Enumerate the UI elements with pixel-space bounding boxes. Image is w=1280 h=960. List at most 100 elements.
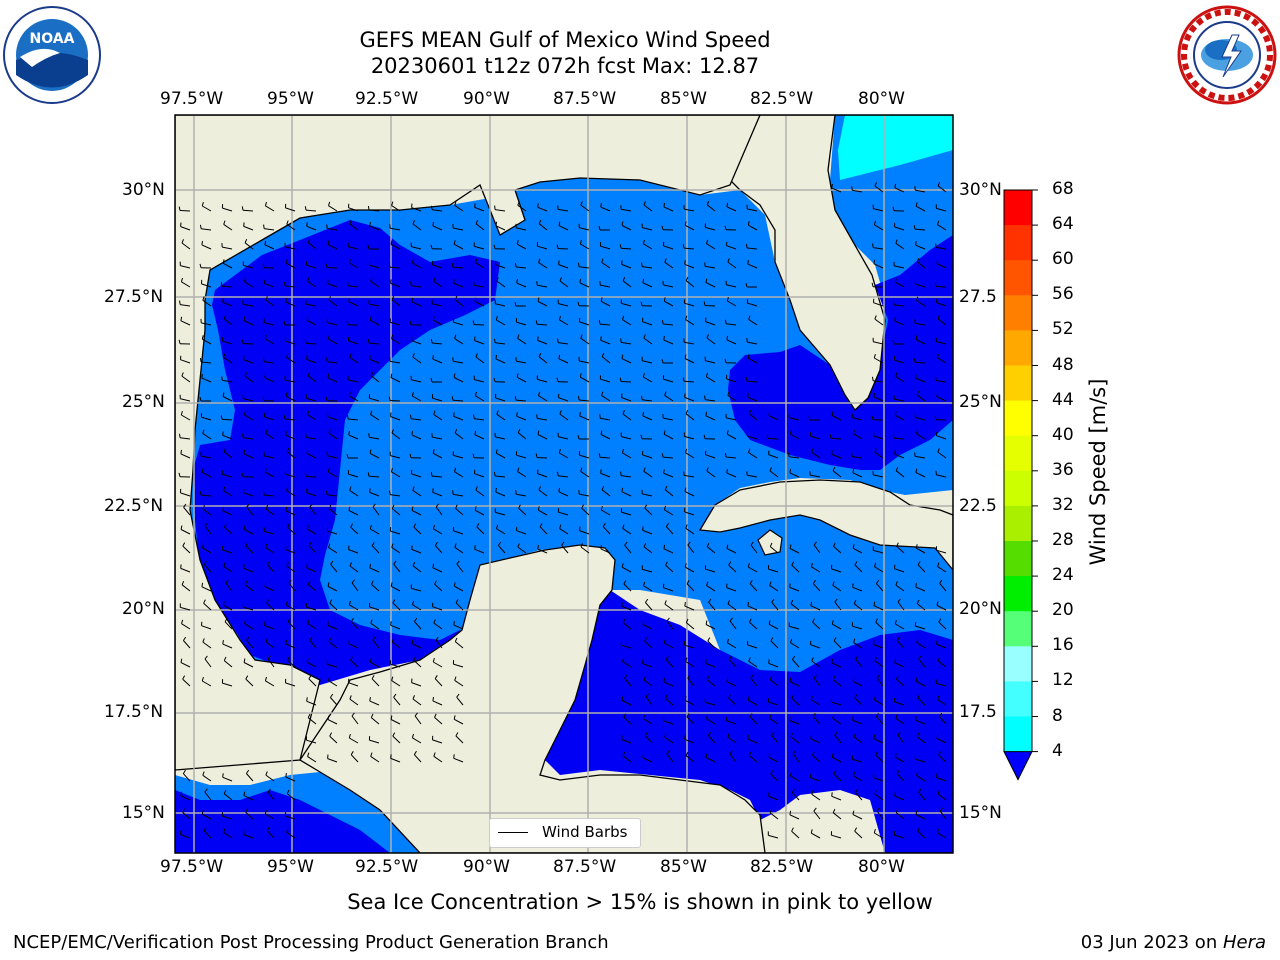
wind-barb: [915, 377, 926, 383]
wind-barb: [645, 602, 653, 611]
wind-barb: [371, 545, 380, 554]
wind-barb: [705, 282, 716, 288]
wind-barb: [621, 358, 632, 364]
wind-barb: [810, 474, 821, 478]
wind-barb: [327, 377, 338, 383]
wind-barb: [663, 417, 674, 421]
wind-barb: [286, 356, 296, 364]
wind-barb-feather: [644, 637, 648, 642]
wind-barb: [307, 717, 317, 725]
wind-barb-feather: [789, 429, 792, 435]
wind-barb: [474, 509, 485, 516]
wind-barb: [180, 795, 191, 801]
wind-barb: [223, 490, 233, 497]
wind-barb: [537, 417, 548, 421]
wind-barb: [222, 815, 233, 820]
wind-barb-feather: [834, 731, 838, 736]
wind-barb: [370, 280, 380, 288]
noaa-logo-icon: NOAA: [3, 6, 101, 104]
wind-barb-feather: [831, 659, 833, 664]
wind-barb: [412, 356, 422, 364]
wind-barb-feather: [432, 657, 435, 663]
wind-barb: [831, 834, 842, 839]
wind-barb: [915, 283, 926, 288]
wind-barb: [453, 624, 464, 630]
wind-barb-feather: [453, 279, 455, 284]
wind-barb-feather: [265, 638, 268, 643]
wind-barb: [327, 586, 338, 592]
wind-barb: [663, 548, 674, 554]
wind-barb: [393, 696, 401, 706]
wind-barb: [894, 304, 905, 307]
wind-barb: [432, 567, 443, 573]
wind-barb: [686, 583, 695, 592]
wind-barb: [852, 472, 863, 478]
wind-barb: [411, 682, 422, 687]
wind-barb: [307, 281, 317, 288]
wind-barb-feather: [643, 676, 646, 681]
wind-barb-feather: [537, 430, 540, 435]
wind-barb-feather: [810, 562, 813, 567]
wind-barb: [243, 320, 254, 326]
wind-barb: [538, 356, 548, 364]
wind-barb-feather: [769, 467, 772, 472]
wind-barb: [936, 396, 947, 402]
wind-barb: [894, 834, 905, 839]
wind-barb: [789, 586, 800, 592]
wind-barb: [328, 641, 338, 649]
wind-barb-feather: [223, 486, 226, 491]
wind-barb-feather: [894, 411, 897, 416]
wind-barb-feather: [559, 277, 562, 282]
wind-barb-feather: [873, 220, 876, 225]
wind-barb: [454, 299, 464, 307]
wind-barb: [390, 455, 401, 459]
wind-barb: [748, 224, 758, 231]
wind-barb-feather: [745, 243, 748, 249]
wind-barb: [243, 662, 254, 668]
wind-barb: [412, 489, 422, 497]
wind-barb: [348, 418, 359, 421]
wind-barb: [285, 682, 296, 687]
wind-barb-feather: [813, 807, 817, 812]
wind-barb-feather: [853, 599, 857, 604]
wind-barb-feather: [813, 674, 817, 679]
wind-barb: [623, 583, 632, 592]
wind-barb: [453, 757, 464, 763]
wind-barb-feather: [832, 808, 836, 813]
wind-barb: [621, 566, 632, 573]
wind-barb-feather: [264, 468, 267, 473]
wind-barb: [370, 375, 380, 383]
wind-barb: [475, 223, 485, 231]
wind-barb: [938, 754, 947, 763]
wind-barb: [852, 719, 863, 725]
wind-barb: [896, 679, 905, 687]
colorbar-label: 64: [1052, 214, 1074, 235]
lat-tick-left: 27.5°N: [104, 287, 164, 307]
wind-barb: [432, 452, 443, 459]
wind-barb: [914, 361, 926, 364]
wind-barb: [810, 644, 821, 649]
wind-barb-feather: [580, 201, 583, 206]
wind-barb: [349, 223, 359, 231]
wind-barb: [538, 223, 548, 231]
wind-barb: [936, 302, 947, 307]
wind-barb: [368, 475, 380, 478]
wind-barb: [831, 568, 842, 573]
wind-barb: [456, 563, 464, 573]
wind-barb-feather: [855, 655, 859, 660]
wind-barb: [181, 584, 191, 592]
wind-barb: [348, 549, 359, 554]
wind-barb-feather: [370, 410, 373, 415]
wind-barb-feather: [561, 541, 565, 546]
wind-barb: [327, 530, 338, 535]
wind-barb-feather: [410, 414, 412, 419]
wind-barb-feather: [220, 415, 223, 420]
wind-barb-feather: [934, 415, 937, 420]
wind-barb-feather: [622, 751, 626, 757]
wind-barb: [705, 454, 716, 459]
wind-barb-feather: [770, 637, 774, 642]
wind-barb-feather: [831, 620, 834, 625]
wind-barb-feather: [643, 542, 647, 548]
wind-barb: [727, 433, 737, 440]
wind-barb-feather: [514, 262, 517, 268]
